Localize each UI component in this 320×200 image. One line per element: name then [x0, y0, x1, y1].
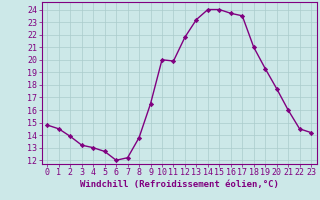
- X-axis label: Windchill (Refroidissement éolien,°C): Windchill (Refroidissement éolien,°C): [80, 180, 279, 189]
